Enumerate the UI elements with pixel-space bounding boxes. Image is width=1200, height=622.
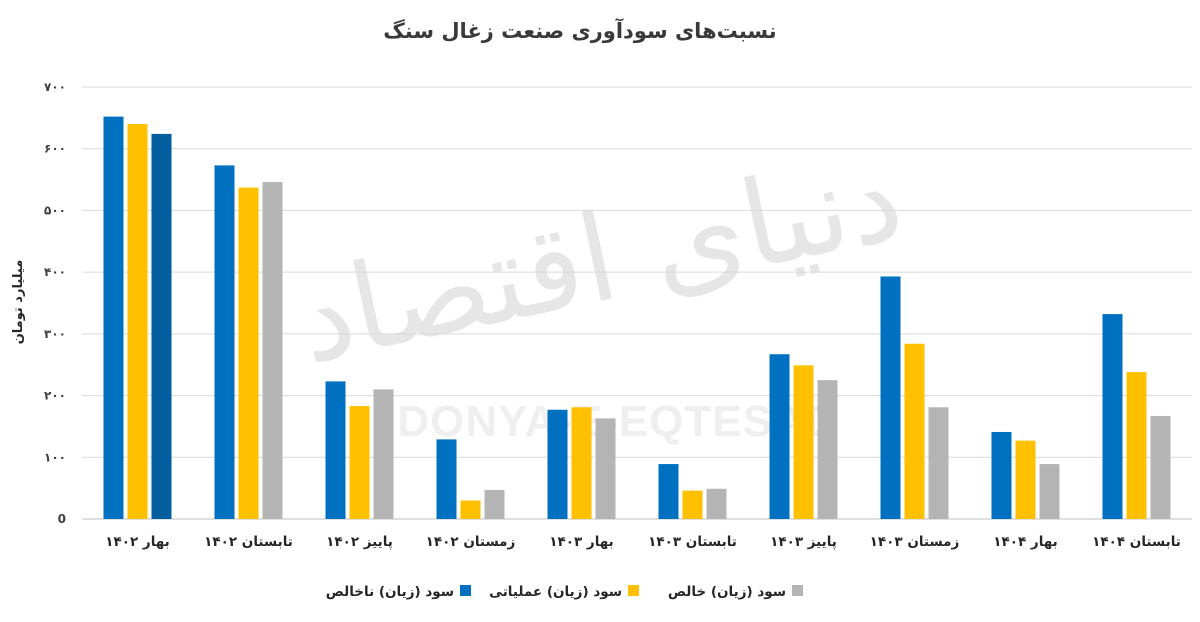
bar	[1150, 415, 1171, 519]
bar	[373, 389, 394, 519]
bar	[1126, 372, 1147, 519]
bar	[349, 406, 370, 519]
bar	[904, 343, 925, 519]
y-tick-label: ۴۰۰	[44, 265, 66, 279]
x-tick-label: بهار ۱۴۰۴	[993, 534, 1058, 550]
legend-label: سود (زیان) ناخالص	[326, 584, 454, 600]
bar	[682, 490, 703, 519]
bar	[706, 488, 727, 519]
bar	[793, 365, 814, 519]
bar	[547, 409, 568, 519]
legend-label: سود (زیان) عملیاتی	[489, 584, 622, 600]
legend-label: سود (زیان) خالص	[668, 584, 786, 600]
chart-title: نسبت‌های سودآوری صنعت زغال سنگ	[383, 18, 776, 43]
y-axis-ticks: 0 ۱۰۰ ۲۰۰ ۳۰۰ ۴۰۰ ۵۰۰ ۶۰۰ ۷۰۰	[44, 80, 66, 526]
legend: سود (زیان) ناخالص سود (زیان) عملیاتی سود (…	[326, 584, 803, 600]
x-tick-label: بهار ۱۴۰۳	[549, 534, 614, 550]
bar	[325, 381, 346, 519]
y-axis-label: میلیارد تومان	[11, 260, 26, 345]
y-tick-label: ۷۰۰	[44, 80, 66, 94]
x-tick-label: پاییز ۱۴۰۲	[326, 534, 393, 550]
bar	[991, 431, 1012, 519]
x-axis-labels: بهار ۱۴۰۲ تابستان ۱۴۰۲ پاییز ۱۴۰۲ زمستان ۱۴…	[105, 534, 1181, 550]
y-tick-label: ۲۰۰	[44, 389, 66, 403]
bar	[1102, 314, 1123, 519]
x-tick-label: تابستان ۱۴۰۴	[1092, 534, 1181, 550]
bar	[436, 439, 457, 519]
watermark-english: DONYA-E-EQTESAD	[397, 397, 838, 446]
y-tick-label: ۱۰۰	[44, 450, 66, 464]
watermark-persian: دنیای اقتصاد	[286, 128, 914, 391]
bar	[880, 276, 901, 519]
x-tick-label: زمستان ۱۴۰۲	[426, 534, 516, 550]
legend-swatch	[628, 585, 639, 596]
bar	[817, 380, 838, 519]
bar	[484, 489, 505, 519]
x-tick-label: پاییز ۱۴۰۳	[770, 534, 837, 550]
bar	[127, 124, 148, 520]
bar	[151, 133, 172, 519]
x-tick-label: زمستان ۱۴۰۳	[870, 534, 960, 550]
bar	[769, 354, 790, 519]
bar	[1039, 464, 1060, 519]
legend-swatch	[460, 585, 471, 596]
y-tick-label: 0	[58, 512, 66, 526]
bar	[571, 407, 592, 519]
bar	[103, 116, 124, 519]
bar	[1015, 440, 1036, 519]
bar	[595, 418, 616, 519]
bar	[460, 500, 481, 519]
x-tick-label: بهار ۱۴۰۲	[105, 534, 170, 550]
bar	[214, 165, 235, 519]
x-tick-label: تابستان ۱۴۰۳	[648, 534, 737, 550]
y-tick-label: ۳۰۰	[44, 327, 66, 341]
bar	[238, 187, 259, 519]
y-tick-label: ۵۰۰	[44, 203, 66, 217]
bar	[658, 464, 679, 519]
x-tick-label: تابستان ۱۴۰۲	[204, 534, 293, 550]
legend-swatch	[792, 585, 803, 596]
bars	[103, 116, 1171, 520]
bar	[262, 182, 283, 520]
bar	[928, 407, 949, 519]
y-tick-label: ۶۰۰	[44, 142, 66, 156]
